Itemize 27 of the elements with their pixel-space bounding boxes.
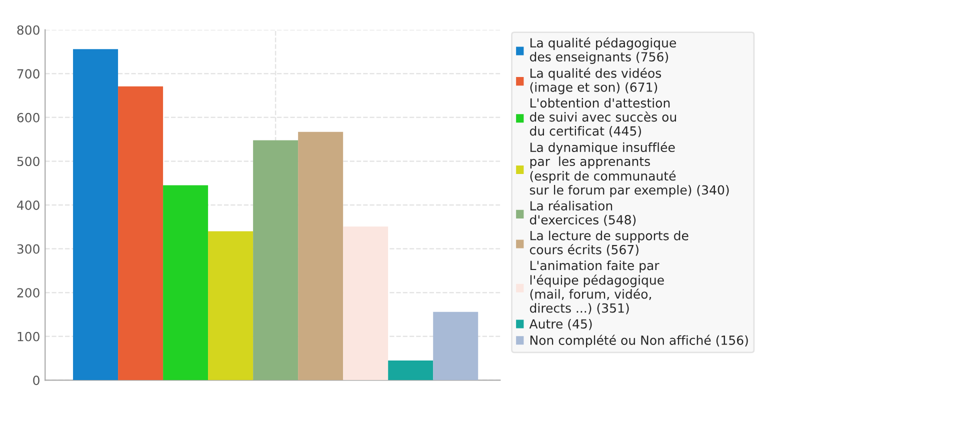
y-tick-label: 700 [17,69,40,79]
legend-label: L'animation faite par l'équipe pédagogique (mail, forum, vidéo, directs ...) (351) [530,260,664,314]
y-tick-label: 400 [17,200,40,210]
y-tick-label: 800 [17,25,40,35]
y-tick-label: 600 [17,112,40,122]
legend-label: La lecture de supports de cours écrits (567) [530,230,688,256]
bar [343,226,388,380]
bar [433,312,478,380]
y-tick-label: 0 [33,376,40,386]
legend-label: La dynamique insufflée par les apprenants (esprit de communauté sur le forum par exemple) (340) [530,142,729,198]
legend-label: L'obtention d'attestion de suivi avec succès ou du certificat (445) [530,98,676,138]
bar [298,132,344,380]
legend-label: Non complété ou Non affiché (156) [530,334,748,348]
bar [73,49,118,380]
bar [163,185,208,380]
y-tick-label: 200 [17,288,40,298]
bar [253,140,298,380]
bar [118,86,164,380]
legend-label: Autre (45) [529,318,592,330]
legend-label: La qualité des vidéos (image et son) (671) [530,68,662,94]
bar [388,360,434,380]
y-tick-label: 300 [17,244,40,254]
legend-label: La réalisation d'exercices (548) [530,200,636,226]
y-tick-label: 500 [17,156,40,166]
bar [208,231,254,380]
y-tick-label: 100 [18,332,40,342]
legend-label: La qualité pédagogique des enseignants (756) [530,37,676,64]
